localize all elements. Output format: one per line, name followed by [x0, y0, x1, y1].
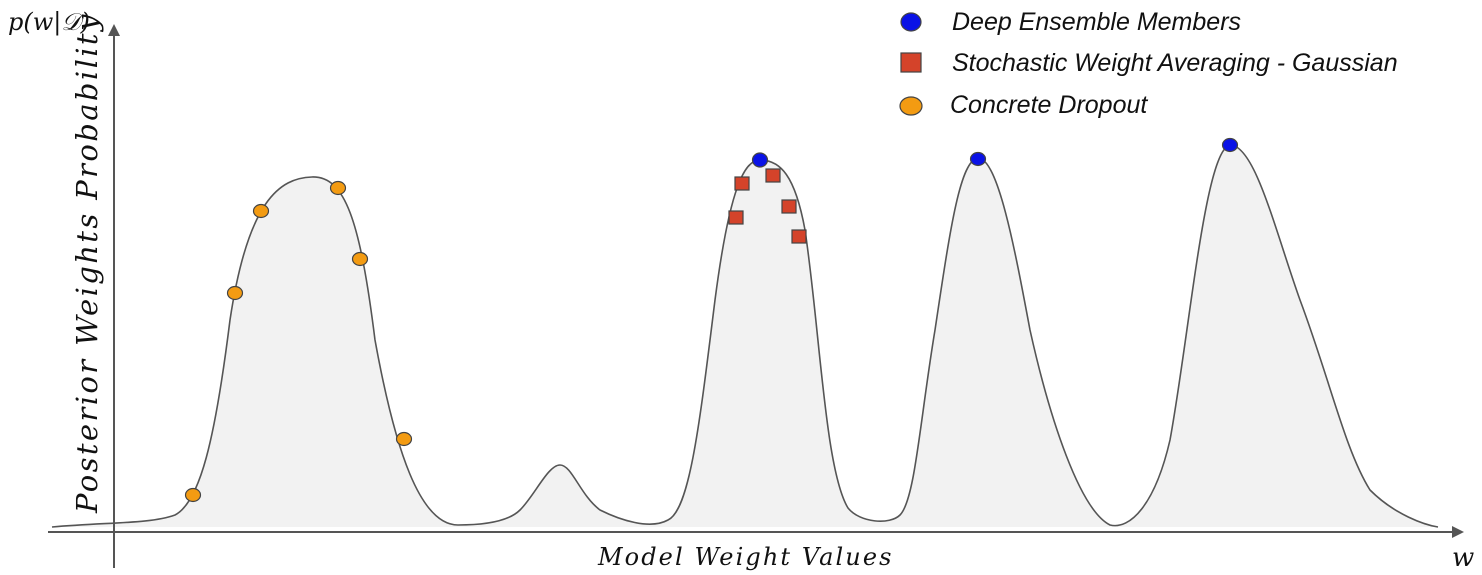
- legend: Deep Ensemble Members Stochastic Weight …: [899, 8, 1398, 119]
- swag-point: [734, 176, 750, 191]
- legend-circle-icon: [900, 12, 922, 32]
- posterior-density-fill: [52, 145, 1438, 527]
- swag-point: [781, 199, 797, 214]
- x-axis-label: Model Weight Values: [597, 543, 894, 571]
- concrete-dropout-point: [395, 431, 413, 447]
- legend-label: Deep Ensemble Members: [952, 8, 1241, 36]
- y-axis-label: Posterior Weights Probability: [70, 12, 104, 514]
- legend-square-icon: [900, 52, 922, 73]
- concrete-dropout-point: [184, 487, 202, 503]
- deep-ensemble-point: [751, 152, 769, 168]
- concrete-dropout-point: [351, 251, 369, 267]
- legend-item-deep-ensemble: Deep Ensemble Members: [900, 8, 1241, 36]
- x-axis-symbol: w: [1452, 543, 1474, 573]
- y-axis-symbol: p(w|𝒟): [8, 8, 90, 37]
- deep-ensemble-points: [751, 137, 1239, 168]
- legend-label: Stochastic Weight Averaging - Gaussian: [952, 49, 1398, 77]
- deep-ensemble-point: [969, 151, 987, 167]
- legend-item-swag: Stochastic Weight Averaging - Gaussian: [900, 49, 1398, 77]
- swag-point: [765, 168, 781, 183]
- concrete-dropout-point: [252, 203, 270, 219]
- legend-label: Concrete Dropout: [950, 91, 1148, 119]
- swag-points: [728, 168, 807, 244]
- swag-point: [791, 229, 807, 244]
- swag-point: [728, 210, 744, 225]
- concrete-dropout-point: [329, 180, 347, 196]
- legend-item-concrete-dropout: Concrete Dropout: [899, 91, 1148, 119]
- concrete-dropout-point: [226, 285, 244, 301]
- legend-ellipse-icon: [899, 96, 923, 116]
- concrete-dropout-points: [184, 180, 413, 503]
- deep-ensemble-point: [1221, 137, 1239, 153]
